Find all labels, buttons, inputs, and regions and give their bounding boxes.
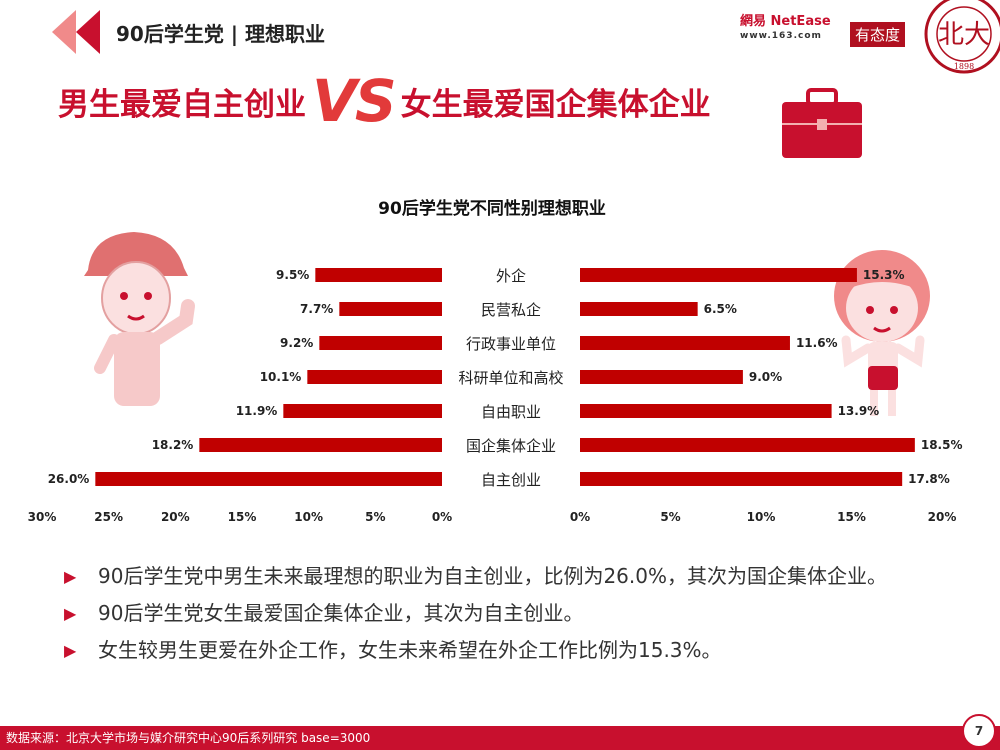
data-label-female: 6.5% xyxy=(704,302,737,316)
bullet-item: ▶ 90后学生党中男生未来最理想的职业为自主创业，比例为26.0%，其次为国企集体… xyxy=(64,562,924,591)
data-label-male: 9.5% xyxy=(276,268,309,282)
bar-male xyxy=(319,336,442,350)
headline-right: 女生最爱国企集体企业 xyxy=(400,86,711,123)
headline: 男生最爱自主创业 VS 女生最爱国企集体企业 xyxy=(58,72,711,130)
category-label: 自由职业 xyxy=(481,403,541,421)
butterfly-bar-chart: 90后学生党不同性别理想职业 外企 9.5% 15.3% 民营私企 7.7% 6.5% 行政… xyxy=(28,198,963,524)
category-label: 国企集体企业 xyxy=(466,437,556,455)
bar-female xyxy=(580,336,790,350)
data-label-male: 9.2% xyxy=(280,336,313,350)
triangle-right-icon: ▶ xyxy=(64,604,77,623)
bar-male xyxy=(315,268,442,282)
x-tick-label-female: 0% xyxy=(570,510,590,524)
svg-text:北大: 北大 xyxy=(938,20,990,50)
category-label: 民营私企 xyxy=(481,301,541,319)
bullet-list: ▶ 90后学生党中男生未来最理想的职业为自主创业，比例为26.0%，其次为国企集体… xyxy=(64,562,924,673)
headline-vs: VS xyxy=(312,67,397,135)
triangle-right-icon: ▶ xyxy=(64,641,77,660)
footer-bar xyxy=(0,726,1000,750)
bar-male xyxy=(283,404,442,418)
bar-female xyxy=(580,404,832,418)
bar-male xyxy=(95,472,442,486)
netease-logo-url: www.163.com xyxy=(740,31,822,41)
data-label-male: 26.0% xyxy=(48,472,90,486)
bullet-text: 90后学生党女生最爱国企集体企业，其次为自主创业。 xyxy=(98,601,584,625)
girl-illustration xyxy=(834,250,930,416)
youtaidu-logo: 有态度 xyxy=(850,22,906,47)
data-label-female: 15.3% xyxy=(863,268,905,282)
x-tick-label-female: 5% xyxy=(660,510,680,524)
data-label-female: 9.0% xyxy=(749,370,782,384)
data-label-male: 11.9% xyxy=(236,404,278,418)
bar-male xyxy=(339,302,442,316)
bar-female xyxy=(580,438,915,452)
header-title: 90后学生党 | 理想职业 xyxy=(116,22,326,46)
category-label: 科研单位和高校 xyxy=(458,369,563,387)
bullet-item: ▶ 90后学生党女生最爱国企集体企业，其次为自主创业。 xyxy=(64,599,924,628)
headline-left: 男生最爱自主创业 xyxy=(58,86,306,123)
x-tick-label-female: 20% xyxy=(928,510,957,524)
data-label-female: 17.8% xyxy=(908,472,950,486)
bar-male xyxy=(199,438,442,452)
data-source: 数据来源：北京大学市场与媒介研究中心90后系列研究 base=3000 xyxy=(6,731,371,745)
category-label: 行政事业单位 xyxy=(466,335,556,353)
bar-male xyxy=(307,370,442,384)
data-label-female: 18.5% xyxy=(921,438,963,452)
x-tick-label-female: 15% xyxy=(837,510,866,524)
briefcase-icon xyxy=(782,88,862,158)
x-tick-label-male: 20% xyxy=(161,510,190,524)
x-tick-label-female: 10% xyxy=(747,510,776,524)
data-label-female: 13.9% xyxy=(838,404,880,418)
netease-logo: 網易 NetEase www.163.com xyxy=(740,10,831,41)
x-tick-label-male: 10% xyxy=(294,510,323,524)
category-label: 自主创业 xyxy=(481,471,541,489)
pku-seal-icon: 北大 1898 xyxy=(924,0,1000,74)
boy-illustration xyxy=(84,232,195,406)
x-tick-label-male: 25% xyxy=(94,510,123,524)
category-label: 外企 xyxy=(496,267,526,285)
bar-female xyxy=(580,370,743,384)
data-label-male: 7.7% xyxy=(300,302,333,316)
pku-year: 1898 xyxy=(954,62,974,71)
triangle-right-icon: ▶ xyxy=(64,567,77,586)
x-tick-label-male: 15% xyxy=(228,510,257,524)
bar-female xyxy=(580,472,903,486)
bar-female xyxy=(580,268,857,282)
bullet-text: 90后学生党中男生未来最理想的职业为自主创业，比例为26.0%，其次为国企集体企… xyxy=(98,564,887,588)
bullet-item: ▶ 女生较男生更爱在外企工作，女生未来希望在外企工作比例为15.3%。 xyxy=(64,636,924,665)
x-tick-label-male: 30% xyxy=(28,510,57,524)
x-tick-label-male: 0% xyxy=(432,510,452,524)
data-label-male: 10.1% xyxy=(260,370,302,384)
bar-female xyxy=(580,302,698,316)
bullet-text: 女生较男生更爱在外企工作，女生未来希望在外企工作比例为15.3%。 xyxy=(98,638,722,662)
netease-logo-text: 網易 NetEase xyxy=(740,14,831,29)
data-label-male: 18.2% xyxy=(152,438,194,452)
chart-title: 90后学生党不同性别理想职业 xyxy=(378,198,606,219)
page-number: 7 xyxy=(962,714,996,748)
x-tick-label-male: 5% xyxy=(365,510,385,524)
double-chevron-left-icon xyxy=(52,10,100,54)
data-label-female: 11.6% xyxy=(796,336,838,350)
